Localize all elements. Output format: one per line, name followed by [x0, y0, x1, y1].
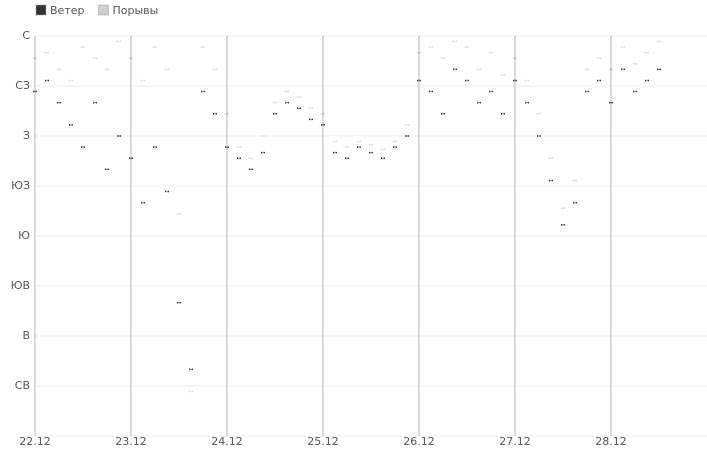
- y-tick-label: ЮЗ: [11, 179, 30, 192]
- legend-swatch: [35, 4, 47, 16]
- y-tick-label: СВ: [15, 379, 30, 392]
- x-tick-label: 23.12: [115, 435, 147, 448]
- y-tick-label: ЮВ: [11, 279, 30, 292]
- x-tick-label: 24.12: [211, 435, 243, 448]
- x-tick-label: 26.12: [403, 435, 435, 448]
- x-tick-label: 25.12: [307, 435, 339, 448]
- legend-label: Ветер: [50, 4, 84, 17]
- x-tick-label: 27.12: [499, 435, 531, 448]
- legend-label: Порывы: [112, 4, 158, 17]
- legend-swatch: [98, 4, 109, 16]
- x-tick-label: 22.12: [19, 435, 51, 448]
- y-tick-label: З: [23, 129, 30, 142]
- y-tick-label: Ю: [18, 229, 30, 242]
- y-tick-label: СЗ: [15, 79, 30, 92]
- y-tick-label: В: [22, 329, 30, 342]
- y-tick-label: С: [22, 29, 30, 42]
- x-tick-label: 28.12: [595, 435, 627, 448]
